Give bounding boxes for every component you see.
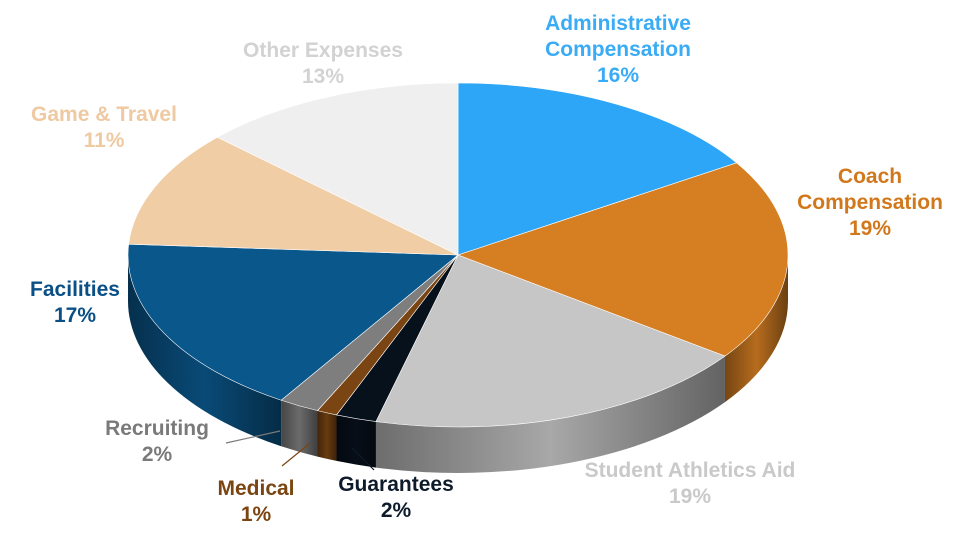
slice-labels: Administrative Compensation 16% Coach Compen… xyxy=(30,12,943,526)
pie-side-recruiting xyxy=(281,400,318,457)
pie-side-medical xyxy=(317,410,337,461)
pie-side-guarantees xyxy=(336,414,376,468)
percent-coach-compensation: 19% xyxy=(849,217,891,240)
pie-slice-other-expenses xyxy=(216,82,459,256)
label-guarantees: Guarantees xyxy=(338,473,454,496)
label-recruiting: Recruiting xyxy=(105,417,209,440)
label-administrative-compensation-line-1: Administrative xyxy=(545,12,691,35)
percent-game-travel: 11% xyxy=(84,129,125,152)
leader-line-medical xyxy=(281,443,310,467)
percent-medical: 1% xyxy=(241,503,272,526)
label-medical: Medical xyxy=(217,477,294,500)
pie-slice-coach-compensation xyxy=(457,162,789,357)
label-facilities: Facilities xyxy=(30,278,120,301)
leader-line-guarantees xyxy=(351,447,375,471)
pie-side-facilities xyxy=(128,255,282,447)
percent-facilities: 17% xyxy=(54,304,96,327)
percent-recruiting: 2% xyxy=(142,443,173,466)
pie-side-student-athletics-aid xyxy=(375,356,725,474)
label-coach-compensation-line-1: Coach xyxy=(838,165,902,188)
label-other-expenses: Other Expenses xyxy=(243,39,403,62)
percent-administrative-compensation: 16% xyxy=(597,64,639,87)
label-coach-compensation-line-2: Compensation xyxy=(797,191,943,214)
leader-line-recruiting xyxy=(225,430,281,444)
label-game-travel: Game & Travel xyxy=(31,103,177,126)
label-student-athletics-aid: Student Athletics Aid xyxy=(585,459,796,482)
pie-slice-facilities xyxy=(127,243,459,401)
pie-slice-administrative-compensation xyxy=(457,82,738,256)
percent-guarantees: 2% xyxy=(381,499,412,522)
percent-student-athletics-aid: 19% xyxy=(669,485,711,508)
pie-slice-game-travel xyxy=(128,136,459,256)
pie-slice-student-athletics-aid xyxy=(375,254,726,428)
leader-lines xyxy=(225,430,375,471)
percent-other-expenses: 13% xyxy=(302,65,344,88)
label-administrative-compensation-line-2: Compensation xyxy=(545,38,691,61)
pie-top xyxy=(127,82,789,428)
